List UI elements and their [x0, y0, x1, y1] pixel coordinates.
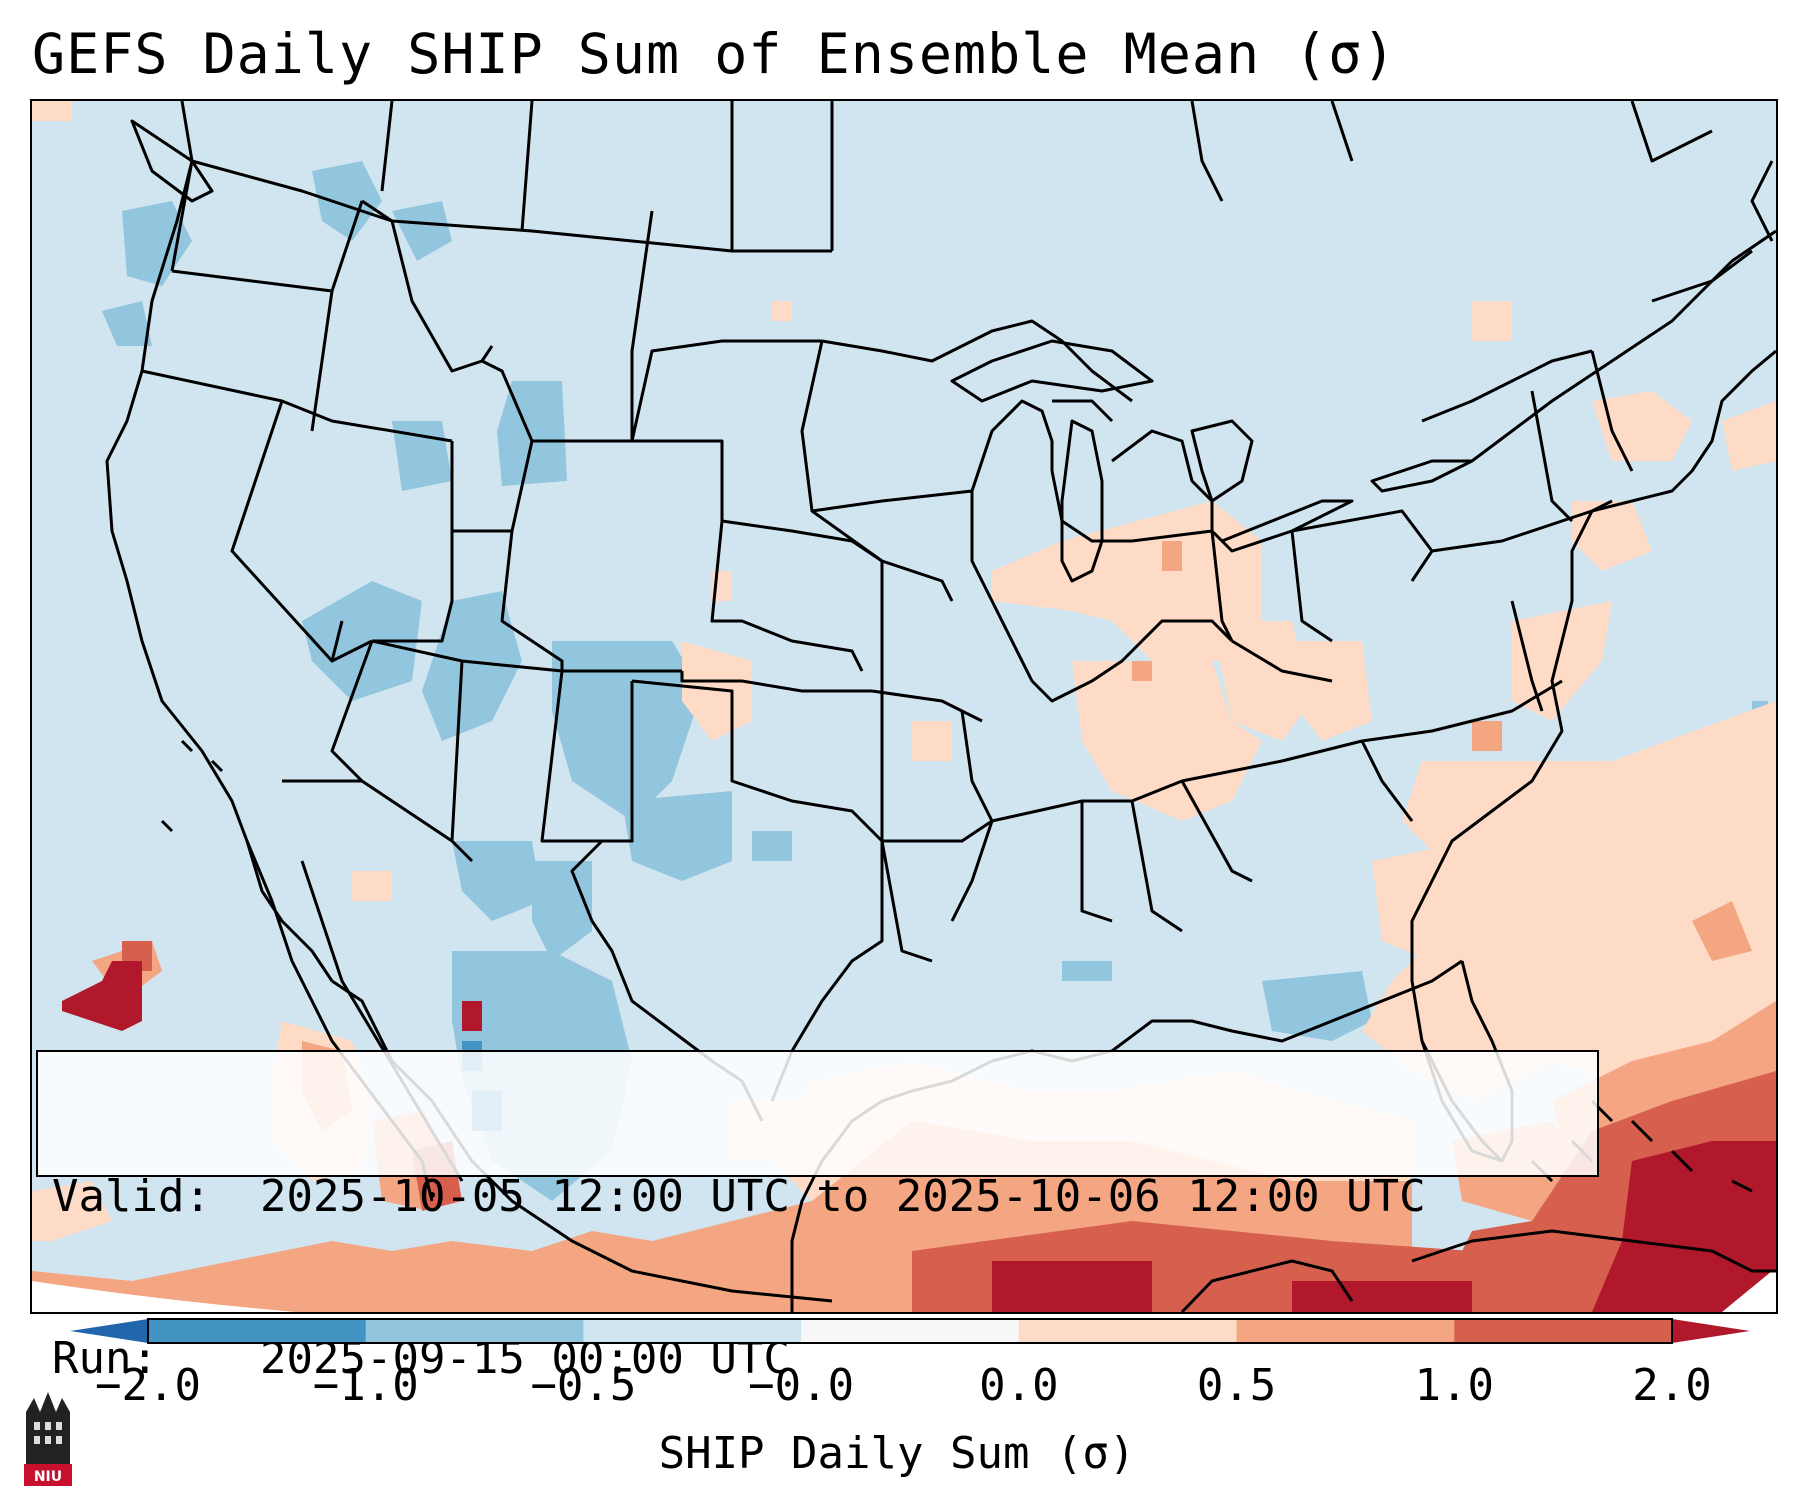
valid-value: 2025-10-05 12:00 UTC to 2025-10-06 12:00… [260, 1171, 1426, 1222]
colorbar-tick-label: 0.0 [979, 1360, 1059, 1411]
colorbar-tick-label: 2.0 [1632, 1360, 1712, 1411]
colorbar-over-triangle [1672, 1319, 1750, 1343]
projection-edge [32, 1281, 296, 1312]
info-box: Valid: 2025-10-05 12:00 UTC to 2025-10-06… [36, 1050, 1599, 1384]
colorbar-tick-label: 0.5 [1196, 1360, 1277, 1411]
colorbar [70, 1318, 1750, 1344]
colorbar-tick-label: −0.0 [748, 1360, 855, 1411]
colorbar-bin [1236, 1319, 1455, 1343]
negative-anomaly-areas [102, 161, 1768, 1201]
colorbar-tick-label: −0.5 [530, 1360, 637, 1411]
colorbar-label: SHIP Daily Sum (σ) [658, 1428, 1136, 1479]
colorbar-under-triangle [70, 1319, 148, 1343]
valid-label: Valid: [52, 1171, 211, 1222]
colorbar-bin [801, 1319, 1020, 1343]
colorbar-bin [583, 1319, 802, 1343]
extreme-positive-areas [62, 961, 1776, 1312]
logo-text: NIU [34, 1469, 62, 1485]
colorbar-bin [148, 1319, 367, 1343]
page-title: GEFS Daily SHIP Sum of Ensemble Mean (σ) [32, 22, 1397, 86]
colorbar-tick-label: −2.0 [95, 1360, 201, 1411]
colorbar-bin [1018, 1319, 1238, 1343]
niu-logo: NIU [24, 1392, 72, 1486]
colorbar-bin [365, 1319, 584, 1343]
colorbar-bin [1454, 1319, 1673, 1343]
colorbar-outline [147, 1318, 1673, 1344]
colorbar-tick-label: 1.0 [1414, 1360, 1495, 1411]
valid-line: Valid: 2025-10-05 12:00 UTC to 2025-10-06… [52, 1170, 1583, 1224]
colorbar-tick-label: −1.0 [312, 1360, 419, 1411]
